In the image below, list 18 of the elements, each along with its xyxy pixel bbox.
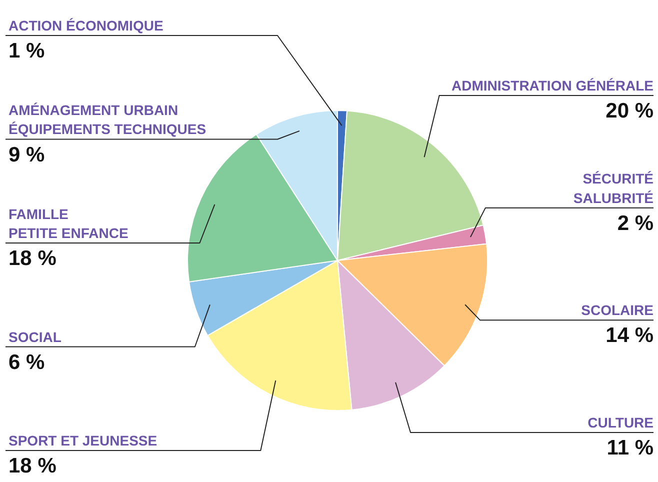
slice-label: SPORT ET JEUNESSE: [8, 432, 158, 448]
slice-label: SOCIAL: [8, 328, 62, 345]
data-label: 14 %: [606, 324, 654, 348]
data-label: 20 %: [606, 100, 654, 122]
slice-label: FAMILLE PETITE ENFANCE: [8, 206, 128, 241]
slice-label: AMÉNAGEMENT URBAIN ÉQUIPEMENTS TECHNIQUES: [8, 102, 206, 138]
data-label: 1 %: [8, 40, 46, 62]
slice-label: ACTION ÉCONOMIQUE: [8, 18, 164, 34]
data-label: 18 %: [8, 454, 57, 478]
slice-label: SCOLAIRE: [581, 302, 654, 318]
slice-label: SÉCURITÉ SALUBRITÉ: [573, 170, 654, 206]
data-label: 2 %: [617, 212, 654, 235]
data-label: 18 %: [8, 247, 57, 270]
data-label: 6 %: [8, 350, 46, 374]
slice-label: ADMINISTRATION GÉNÉRALE: [452, 78, 654, 94]
data-label: 9 %: [8, 143, 46, 166]
data-label: 11 %: [606, 436, 654, 460]
slice-label: CULTURE: [588, 414, 654, 430]
